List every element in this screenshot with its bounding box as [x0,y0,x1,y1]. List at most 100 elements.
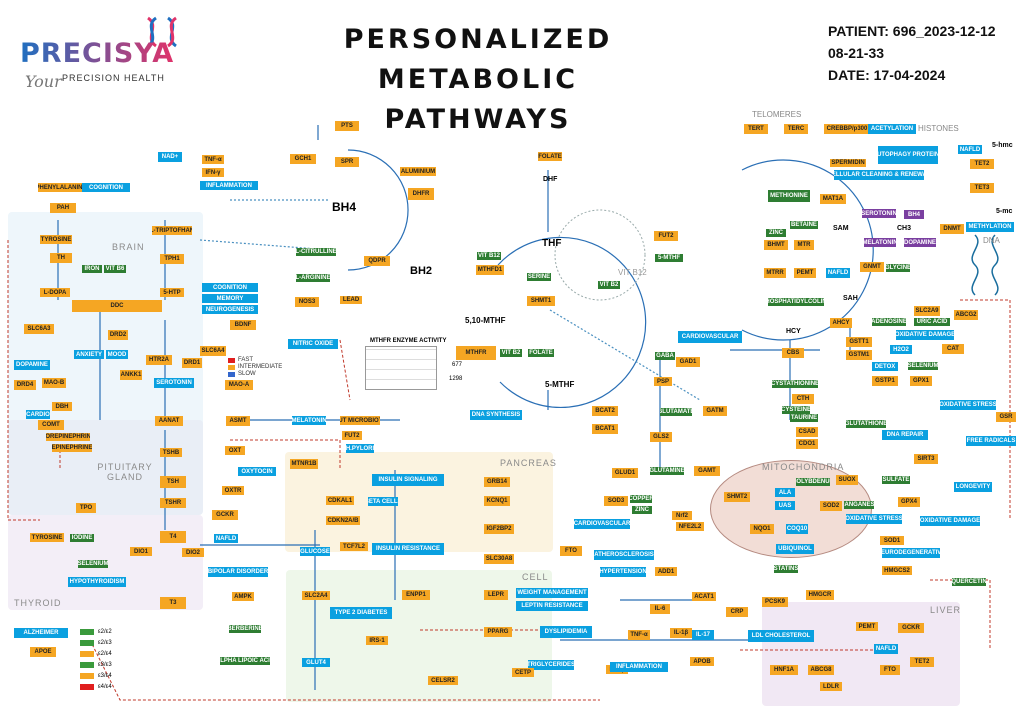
gnmt-box: GNMT [860,262,884,272]
tshr-box: TSHR [160,498,186,508]
apoe-legend-label: ε4/ε4 [98,683,112,690]
asmt-box: ASMT [226,416,250,426]
pcsk9-box: PCSK9 [762,597,788,607]
dna-synthesis-box: DNA SYNTHESIS [470,410,522,420]
gamt-box: GAMT [694,466,720,476]
sah-node: SAH [843,295,858,302]
norepinephrine-box: NOREPINEPHRINE [46,433,90,441]
vitb6-box: VIT B6 [104,265,126,273]
legend-intermediate: INTERMEDIATE [238,364,283,370]
legend-fast: FAST [238,357,254,363]
nafld-liver-box: NAFLD [874,644,898,654]
glutamate-box: GLUTAMATE [660,408,692,416]
drd4-box: DRD4 [14,380,36,390]
pts-box: PTS [335,121,359,131]
hypothyroidism-box: HYPOTHYROIDISM [68,577,126,587]
abcg8-box: ABCG8 [808,665,834,675]
gsr-box: GSR [996,412,1016,422]
liver-region [762,602,960,706]
bh2-node: BH2 [410,265,433,277]
mthfr-activity-grid [365,346,437,390]
dyslipidemia-box: DYSLIPIDEMIA [540,626,592,638]
logo-signature: Your [25,72,62,91]
betaine-box: BETAINE [790,221,818,229]
gpx1-box: GPX1 [910,376,932,386]
dnmt-box: DNMT [940,224,964,234]
apoe-legend-label: ε2/ε3 [98,639,112,646]
mthfr-5-box: 5-MTHF [655,254,683,262]
tnf-a-box: TNF-α [202,155,224,164]
slc2a9-box: SLC2A9 [914,306,940,316]
oxidative-damage2-box: OXIDATIVE DAMAGE [896,330,954,340]
phenylalanine-box: PHENYLALANINE [38,183,84,192]
bipolar-box: BIPOLAR DISORDER [208,567,268,577]
logo-tagline: PRECISION HEALTH [62,73,165,83]
dopamine-p-box: DOPAMINE [904,238,936,247]
acat1-box: ACAT1 [692,592,716,601]
ldl-box: LDL CHOLESTEROL [748,630,814,642]
tet2-liver-box: TET2 [910,657,934,667]
pemt-liver-box: PEMT [856,622,878,631]
pah-box: PAH [50,203,76,213]
apoe-legend-row: ε3/ε4 [80,670,140,681]
epinephrine-box: EPINEPHRINE [52,444,92,452]
page-title-line2: PATHWAYS [384,104,572,135]
cell-label: CELL [522,572,549,582]
serotonin-p-box: SEROTONIN [862,209,896,218]
slc6a4-box: SLC6A4 [200,346,226,356]
spr-box: SPR [335,157,359,167]
sod3-box: SOD3 [604,496,628,506]
weight-box: WEIGHT MANAGEMENT [516,588,588,598]
dhf-node: DHF [543,176,558,183]
mthfr-1298: 1298 [449,376,463,382]
l-arginine-box: L-ARGININE [296,274,330,282]
acetylation-box: ACETYLATION [868,124,916,134]
tpo-box: TPO [76,503,96,513]
thyroid-label: THYROID [14,598,62,608]
dio2-box: DIO2 [182,548,204,557]
pparg-box: PPARG [484,627,512,637]
telomeres-label: TELOMERES [752,110,802,119]
zinc-box: ZINC [632,506,652,514]
l-citrulline-box: L-CITRULLINE [296,248,336,256]
alpha-lipoic-box: ALPHA LIPOIC ACID [220,657,270,665]
il1b-box: IL-1β [670,628,692,638]
dbh-box: DBH [52,402,72,411]
nad-box: NAD+ [158,152,182,162]
berberine-box: BERBERINE [229,625,261,633]
tnf-a2-box: TNF-α [628,630,650,640]
alzheimer-box: ALZHEIMER [14,628,68,638]
beta-cells-box: BETA CELLS [368,497,398,506]
slc30a8-box: SLC30A8 [484,554,514,564]
vitb2-box: VIT B2 [598,281,620,289]
ifn-y-box: IFN-γ [202,168,224,177]
logo-helix-icon [146,16,178,48]
detox-box: DETOX [872,362,898,371]
folate2-box: FOLATE [528,349,554,357]
mtr-box: MTR [794,240,814,250]
enpp1-box: ENPP1 [402,590,430,600]
statins-box: STATINS [774,565,798,573]
apoe-legend-label: ε2/ε4 [98,650,112,657]
serine-box: SERINE [527,273,551,281]
cognition-top-box: COGNITION [82,183,130,192]
manganese-box: MANGANESE [844,501,874,509]
mitochondria-label: MITOCHONDRIA [762,462,845,472]
gls2-box: GLS2 [650,432,672,442]
cardiovascular-mid-box: CARDIOVASCULAR [574,519,630,529]
il6-box: IL-6 [650,604,670,614]
psp-box: PSP [654,377,672,386]
irs1-box: IRS-1 [366,636,388,645]
glutathione-box: GLUTATHIONE [846,420,886,428]
serotonin-box: SEROTONIN [154,378,194,388]
ubiquinol-box: UBIQUINOL [776,544,814,554]
apoe-legend: ε2/ε2 ε2/ε3 ε2/ε4 ε3/ε3 ε3/ε4 ε4/ε4 [80,626,140,692]
type2-box: TYPE 2 DIABETES [330,607,392,619]
mat1a-box: MAT1A [820,194,846,204]
insulin-signaling-box: INSULIN SIGNALING [372,474,444,486]
ankk1-box: ANKK1 [120,370,142,380]
vitb12-a-box: VIT B12 [477,252,501,260]
bdnf-box: BDNF [230,320,256,330]
oxtr-box: OXTR [222,486,244,495]
